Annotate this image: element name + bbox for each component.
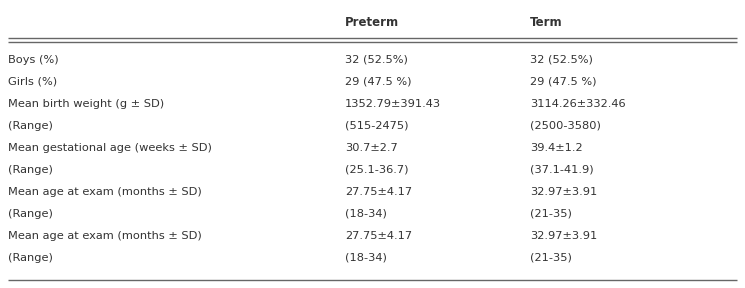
Text: 32.97±3.91: 32.97±3.91	[530, 231, 597, 241]
Text: (Range): (Range)	[8, 121, 53, 131]
Text: 32 (52.5%): 32 (52.5%)	[530, 55, 593, 65]
Text: Preterm: Preterm	[345, 16, 399, 29]
Text: Term: Term	[530, 16, 562, 29]
Text: Mean gestational age (weeks ± SD): Mean gestational age (weeks ± SD)	[8, 143, 212, 153]
Text: 30.7±2.7: 30.7±2.7	[345, 143, 398, 153]
Text: (25.1-36.7): (25.1-36.7)	[345, 165, 408, 175]
Text: (21-35): (21-35)	[530, 209, 572, 219]
Text: 3114.26±332.46: 3114.26±332.46	[530, 99, 626, 109]
Text: 29 (47.5 %): 29 (47.5 %)	[530, 77, 597, 87]
Text: 39.4±1.2: 39.4±1.2	[530, 143, 583, 153]
Text: (Range): (Range)	[8, 209, 53, 219]
Text: (Range): (Range)	[8, 165, 53, 175]
Text: Mean birth weight (g ± SD): Mean birth weight (g ± SD)	[8, 99, 164, 109]
Text: Boys (%): Boys (%)	[8, 55, 59, 65]
Text: 29 (47.5 %): 29 (47.5 %)	[345, 77, 411, 87]
Text: Mean age at exam (months ± SD): Mean age at exam (months ± SD)	[8, 231, 202, 241]
Text: 32.97±3.91: 32.97±3.91	[530, 187, 597, 197]
Text: (2500-3580): (2500-3580)	[530, 121, 601, 131]
Text: 1352.79±391.43: 1352.79±391.43	[345, 99, 441, 109]
Text: 27.75±4.17: 27.75±4.17	[345, 231, 412, 241]
Text: (37.1-41.9): (37.1-41.9)	[530, 165, 594, 175]
Text: (Range): (Range)	[8, 253, 53, 263]
Text: (515-2475): (515-2475)	[345, 121, 408, 131]
Text: Mean age at exam (months ± SD): Mean age at exam (months ± SD)	[8, 187, 202, 197]
Text: (21-35): (21-35)	[530, 253, 572, 263]
Text: 27.75±4.17: 27.75±4.17	[345, 187, 412, 197]
Text: (18-34): (18-34)	[345, 253, 387, 263]
Text: (18-34): (18-34)	[345, 209, 387, 219]
Text: Girls (%): Girls (%)	[8, 77, 57, 87]
Text: 32 (52.5%): 32 (52.5%)	[345, 55, 408, 65]
